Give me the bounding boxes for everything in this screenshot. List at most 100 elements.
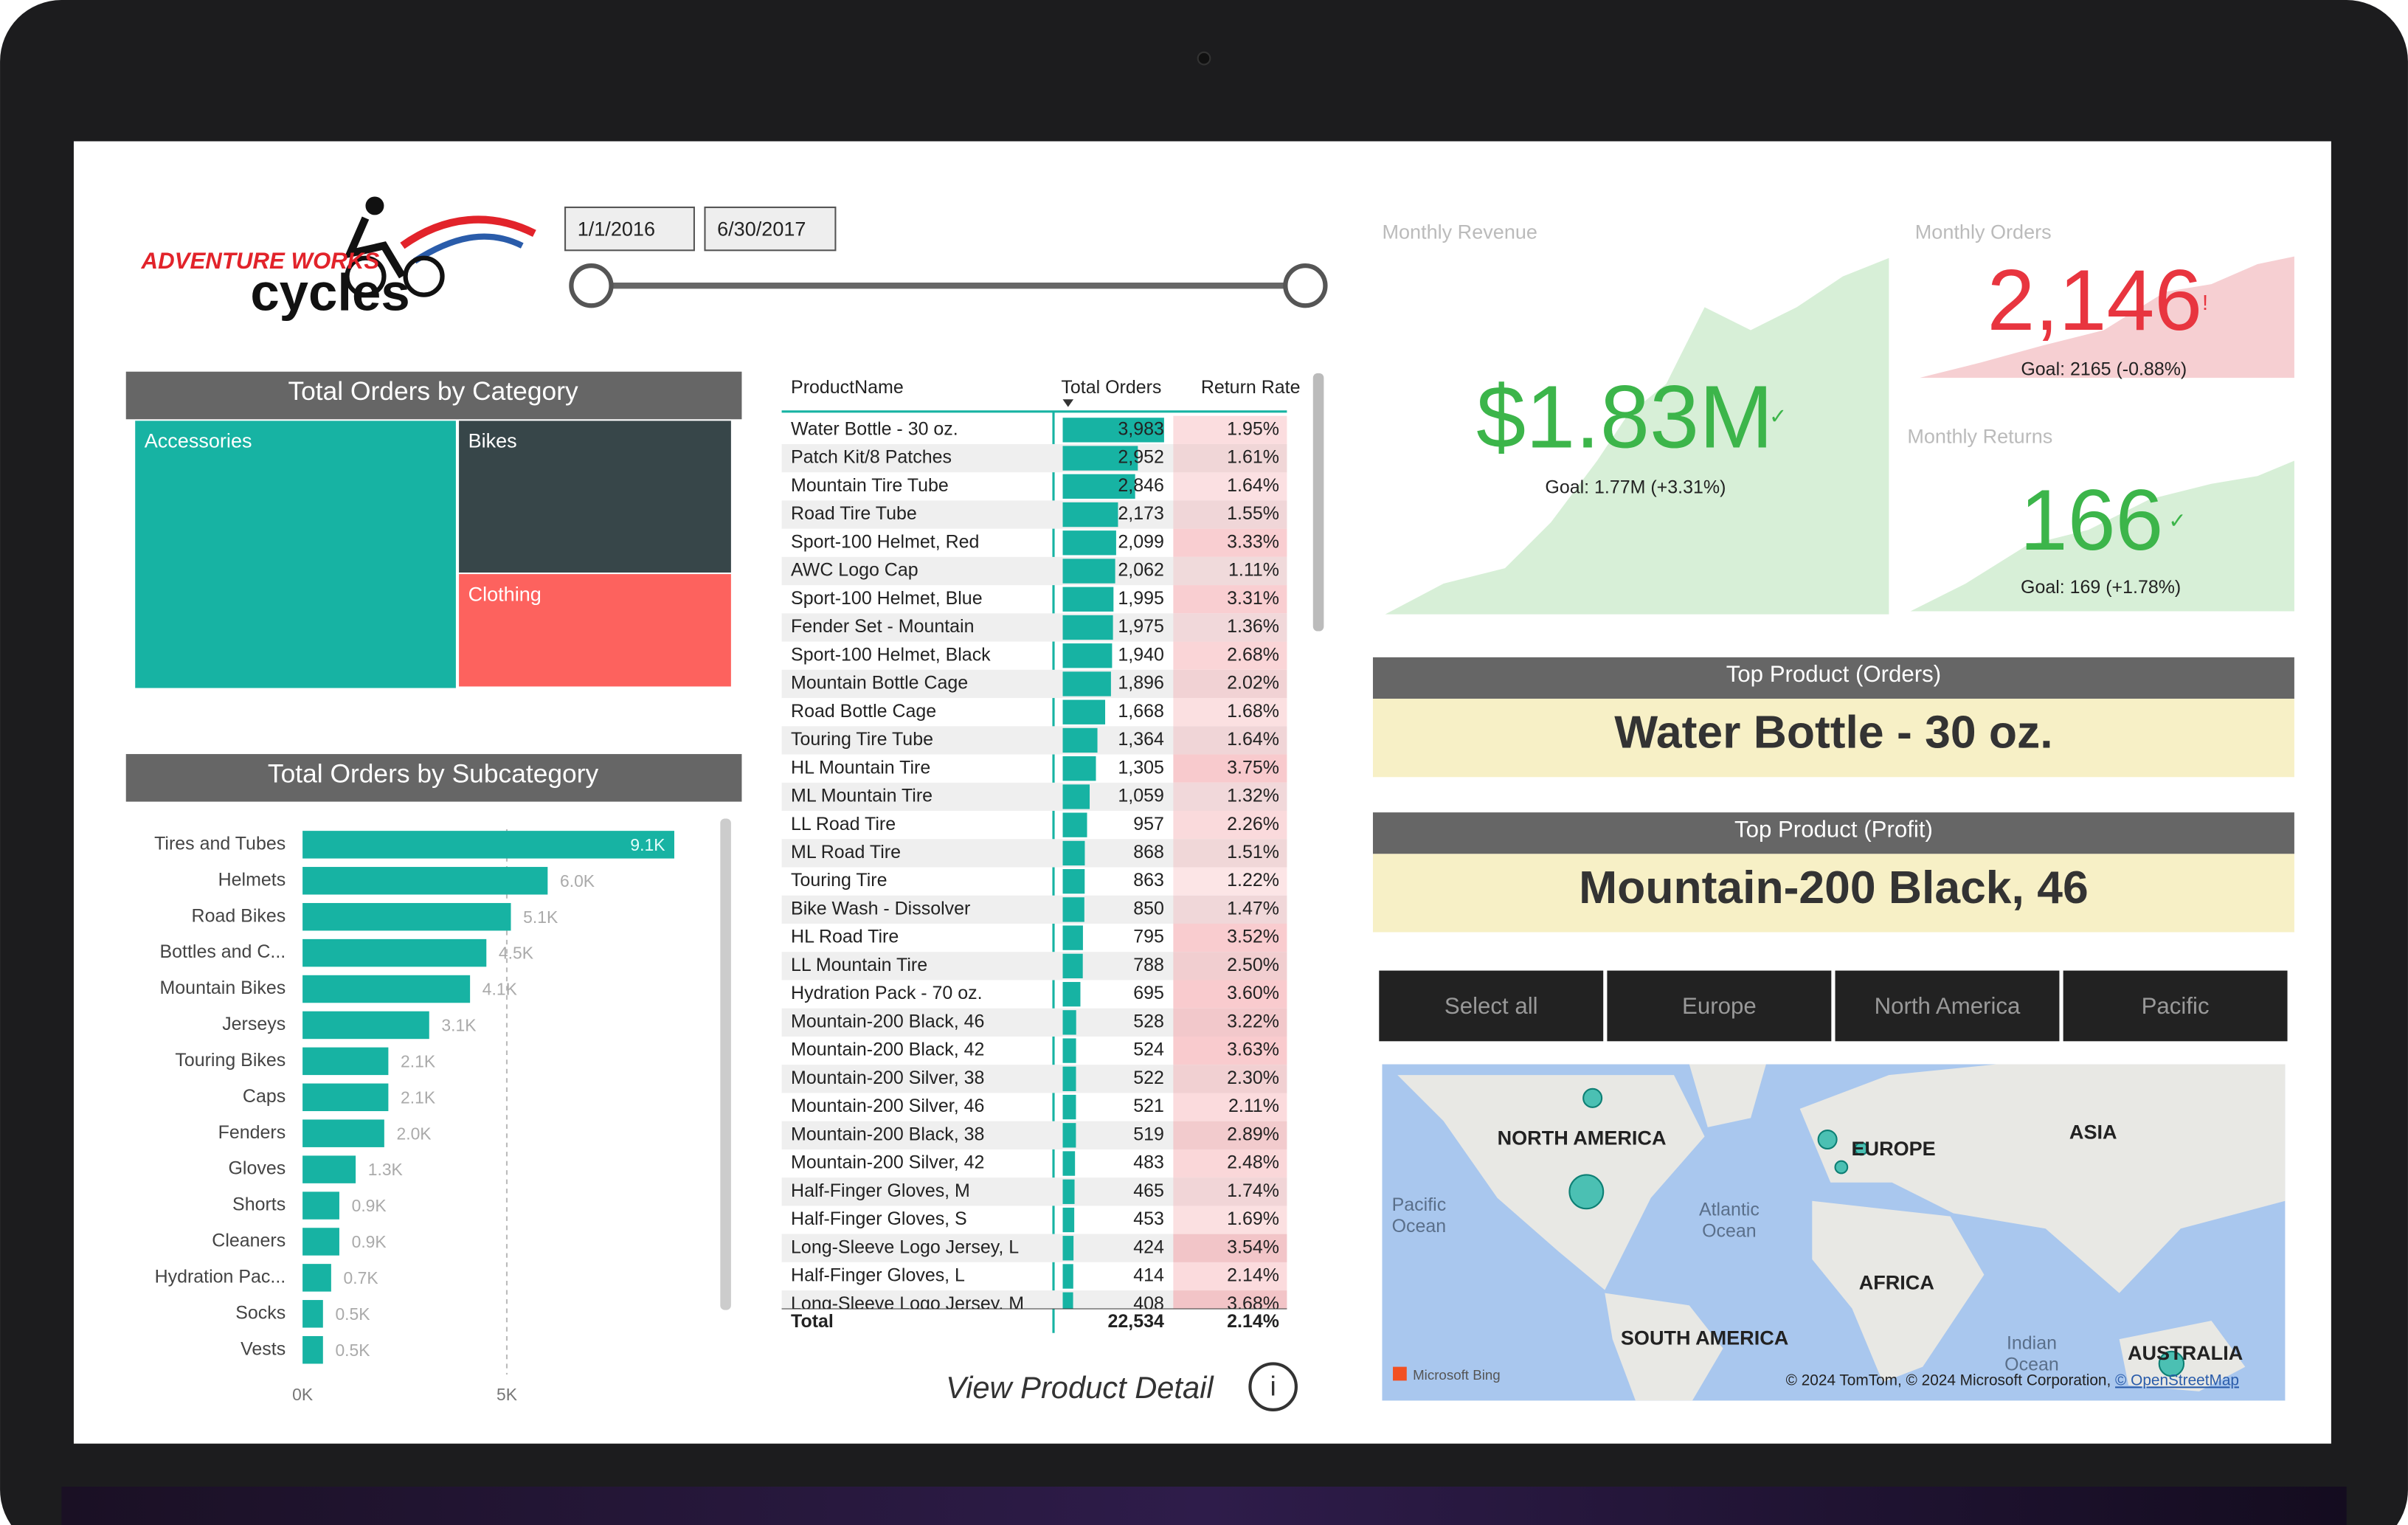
column-header[interactable]: Total Orders	[1061, 377, 1161, 398]
rate-cell	[1173, 1234, 1287, 1262]
return-rate: 2.50%	[1227, 955, 1279, 975]
bar[interactable]	[302, 1228, 339, 1256]
map-bubble[interactable]	[1582, 1087, 1603, 1108]
bar[interactable]	[302, 1300, 323, 1328]
return-rate: 1.11%	[1228, 560, 1279, 581]
value-label: 9.1K	[630, 835, 665, 854]
row-stripe	[781, 443, 1287, 473]
y-tick-label: Road Bikes	[192, 905, 286, 926]
treemap-tile[interactable]	[135, 421, 456, 688]
info-icon-text[interactable]: i	[1270, 1371, 1276, 1402]
treemap-tile[interactable]	[459, 574, 731, 687]
product-name: Long-Sleeve Logo Jersey, L	[791, 1237, 1019, 1257]
bar[interactable]	[302, 831, 674, 859]
map-label: Atlantic Ocean	[1699, 1199, 1760, 1241]
orders: 524	[1133, 1040, 1164, 1060]
date-box[interactable]	[704, 206, 837, 252]
data-bar	[1062, 1094, 1076, 1120]
row-stripe	[781, 952, 1287, 981]
slider-handle[interactable]	[1283, 263, 1328, 308]
return-rate: 1.74%	[1227, 1180, 1279, 1201]
bar[interactable]	[302, 1192, 339, 1220]
value-label: 2.1K	[401, 1087, 435, 1107]
product-name: Fender Set - Mountain	[791, 616, 974, 637]
slicer-label[interactable]: Europe	[1682, 993, 1757, 1019]
slicer-button[interactable]	[1379, 970, 1604, 1042]
return-rate: 3.75%	[1227, 757, 1279, 778]
slicer-label[interactable]: Pacific	[2142, 993, 2210, 1019]
attribution-link[interactable]: © OpenStreetMap	[2115, 1372, 2239, 1389]
product-name: Half-Finger Gloves, M	[791, 1180, 970, 1201]
return-rate: 1.68%	[1227, 701, 1279, 722]
map-bubble[interactable]	[1817, 1129, 1838, 1150]
map-bubble[interactable]	[1854, 1141, 1869, 1156]
bar[interactable]	[302, 1335, 323, 1364]
rate-cell	[1173, 1178, 1287, 1206]
view-detail-link[interactable]: View Product Detail	[946, 1370, 1214, 1405]
rate-cell	[1173, 1121, 1287, 1149]
start-date[interactable]: 1/1/2016	[578, 218, 655, 240]
kpi-goal: Goal: 169 (+1.78%)	[2021, 577, 2181, 598]
orders: 521	[1133, 1096, 1164, 1116]
slicer-button[interactable]	[1607, 970, 1832, 1042]
column-header[interactable]: Return Rate	[1201, 377, 1301, 398]
data-bar	[1062, 1066, 1076, 1091]
table-body: Water Bottle - 30 oz. 3,983 1.95% Patch Kit…	[781, 415, 1287, 1309]
total-orders: 22,534	[1108, 1311, 1164, 1332]
kpi-value: $1.83M	[1476, 367, 1774, 466]
bar[interactable]	[302, 938, 487, 967]
bar[interactable]	[302, 1264, 331, 1292]
bar[interactable]	[302, 867, 548, 895]
camera	[1197, 51, 1211, 66]
slider-handle[interactable]	[569, 263, 614, 308]
data-bar	[1062, 643, 1113, 668]
bar[interactable]	[302, 1119, 384, 1147]
end-date[interactable]: 6/30/2017	[717, 218, 806, 240]
return-rate: 3.22%	[1227, 1011, 1279, 1031]
date-box[interactable]	[564, 206, 695, 252]
bar[interactable]	[302, 1047, 389, 1076]
treemap-tile[interactable]	[459, 421, 731, 573]
total-label: Total	[791, 1311, 834, 1332]
data-bar	[1062, 474, 1135, 499]
rate-cell	[1173, 415, 1287, 444]
orders: 795	[1133, 927, 1164, 947]
product-name: ML Road Tire	[791, 842, 901, 862]
column-header[interactable]: ProductName	[791, 377, 904, 398]
bar[interactable]	[302, 975, 471, 1003]
treemap-label: Bikes	[468, 430, 517, 452]
return-rate: 2.48%	[1227, 1152, 1279, 1173]
bar[interactable]	[302, 1155, 356, 1183]
info-icon[interactable]	[1248, 1362, 1298, 1411]
map-label: EUROPE	[1852, 1138, 1936, 1160]
product-name: Patch Kit/8 Patches	[791, 447, 952, 468]
land	[1397, 1075, 1705, 1290]
slicer-label[interactable]: Select all	[1445, 993, 1538, 1019]
rate-cell	[1173, 1093, 1287, 1121]
logo-swoosh	[400, 215, 536, 249]
slicer-button[interactable]	[1835, 970, 2060, 1042]
kpi-title: Monthly Returns	[1907, 425, 2052, 447]
rate-cell	[1173, 1262, 1287, 1291]
data-bar	[1062, 953, 1083, 979]
slicer-label[interactable]: North America	[1875, 993, 2021, 1019]
map-bubble[interactable]	[1834, 1160, 1849, 1175]
map-bubble[interactable]	[2158, 1350, 2185, 1377]
orders: 1,668	[1118, 701, 1163, 722]
sort-arrow[interactable]	[1062, 399, 1074, 407]
map-bubble[interactable]	[1568, 1174, 1605, 1210]
orders: 2,062	[1118, 560, 1163, 581]
bar[interactable]	[302, 902, 511, 931]
slicer-button[interactable]	[2063, 970, 2288, 1042]
orders: 483	[1133, 1152, 1164, 1173]
orders: 3,983	[1118, 418, 1163, 439]
logo: ADVENTURE WORKS cycles	[141, 196, 536, 321]
bar[interactable]	[302, 1011, 429, 1040]
scrollbar[interactable]	[1312, 373, 1324, 632]
orders: 1,364	[1118, 729, 1164, 750]
return-rate: 1.22%	[1227, 870, 1279, 891]
orders: 1,896	[1118, 673, 1163, 694]
scrollbar[interactable]	[720, 818, 731, 1310]
bar[interactable]	[302, 1083, 389, 1112]
row-stripe	[781, 1121, 1287, 1149]
